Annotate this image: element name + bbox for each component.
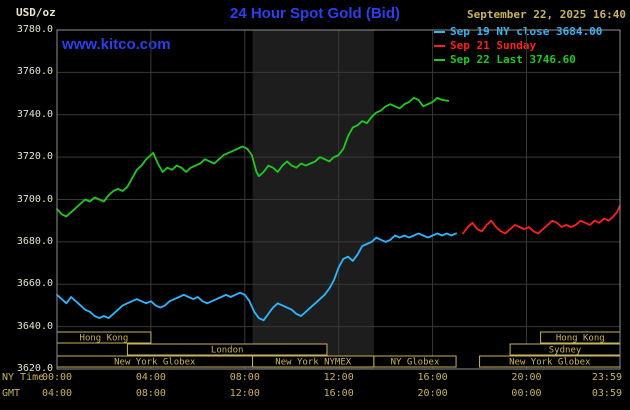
ny-time-tick-label: 00:00 bbox=[41, 372, 73, 383]
market-session-label: New York NYMEX bbox=[275, 358, 351, 368]
gmt-tick-label: 03:59 bbox=[591, 388, 622, 399]
legend-dash-icon bbox=[434, 45, 445, 47]
legend-label: Sep 21 Sunday bbox=[450, 39, 537, 52]
chart-datetime: September 22, 2025 16:40 bbox=[467, 8, 626, 21]
gmt-tick-label: 08:00 bbox=[135, 388, 166, 399]
ny-time-tick-label: 23:59 bbox=[591, 372, 622, 383]
legend-dash-icon bbox=[434, 31, 445, 33]
legend-item: Sep 22 Last 3746.60 bbox=[434, 53, 626, 67]
y-axis-tick-label: 3700.0 bbox=[16, 193, 53, 205]
y-axis-tick-label: 3680.0 bbox=[16, 235, 53, 247]
ny-time-tick-label: 16:00 bbox=[417, 372, 448, 383]
y-axis-tick-label: 3640.0 bbox=[16, 320, 53, 332]
series-line-sep-19 bbox=[56, 232, 458, 322]
series-line-sep-22 bbox=[56, 96, 450, 218]
gmt-tick-label: 20:00 bbox=[417, 388, 448, 399]
market-session-label: Sydney bbox=[549, 346, 582, 356]
market-session-label: Hong Kong bbox=[556, 334, 605, 344]
y-axis-tick-label: 3660.0 bbox=[16, 278, 53, 290]
ny-time-tick-label: 12:00 bbox=[323, 372, 354, 383]
y-axis-tick-label: 3740.0 bbox=[16, 108, 53, 120]
chart-title: 24 Hour Spot Gold (Bid) bbox=[230, 5, 400, 22]
legend-dash-icon bbox=[434, 59, 445, 61]
ny-time-tick-label: 04:00 bbox=[135, 372, 166, 383]
y-axis-tick-label: 3760.0 bbox=[16, 66, 53, 78]
ny-time-tick-label: 20:00 bbox=[511, 372, 542, 383]
gmt-tick-label: 16:00 bbox=[323, 388, 354, 399]
market-session-box bbox=[126, 343, 328, 356]
gmt-tick-label: 00:00 bbox=[511, 388, 542, 399]
market-session-label: New York Globex bbox=[509, 358, 591, 368]
y-axis-tick-label: 3720.0 bbox=[16, 151, 53, 163]
market-session-box bbox=[373, 355, 457, 368]
gmt-tick-label: 04:00 bbox=[41, 388, 73, 399]
legend-item: Sep 21 Sunday bbox=[434, 39, 626, 53]
unit-label: USD/oz bbox=[16, 6, 56, 19]
gmt-axis-caption: GMT bbox=[2, 388, 21, 399]
ny-time-tick-label: 08:00 bbox=[229, 372, 260, 383]
kitco-watermark-link[interactable]: www.kitco.com bbox=[62, 36, 171, 53]
legend-label: Sep 22 Last 3746.60 bbox=[450, 53, 576, 66]
y-axis-tick-label: 3620.0 bbox=[16, 363, 53, 374]
y-axis-tick-label: 3780.0 bbox=[16, 24, 53, 35]
market-session-label: NY Globex bbox=[391, 358, 440, 368]
ny-time-axis-caption: NY Time bbox=[2, 372, 45, 383]
plot-frame bbox=[56, 29, 621, 370]
market-session-label: London bbox=[211, 346, 244, 356]
market-session-label: Hong Kong bbox=[80, 334, 129, 344]
market-session-label: New York Globex bbox=[114, 358, 196, 368]
series-line-sep-21 bbox=[462, 204, 621, 235]
gmt-tick-label: 12:00 bbox=[229, 388, 260, 399]
